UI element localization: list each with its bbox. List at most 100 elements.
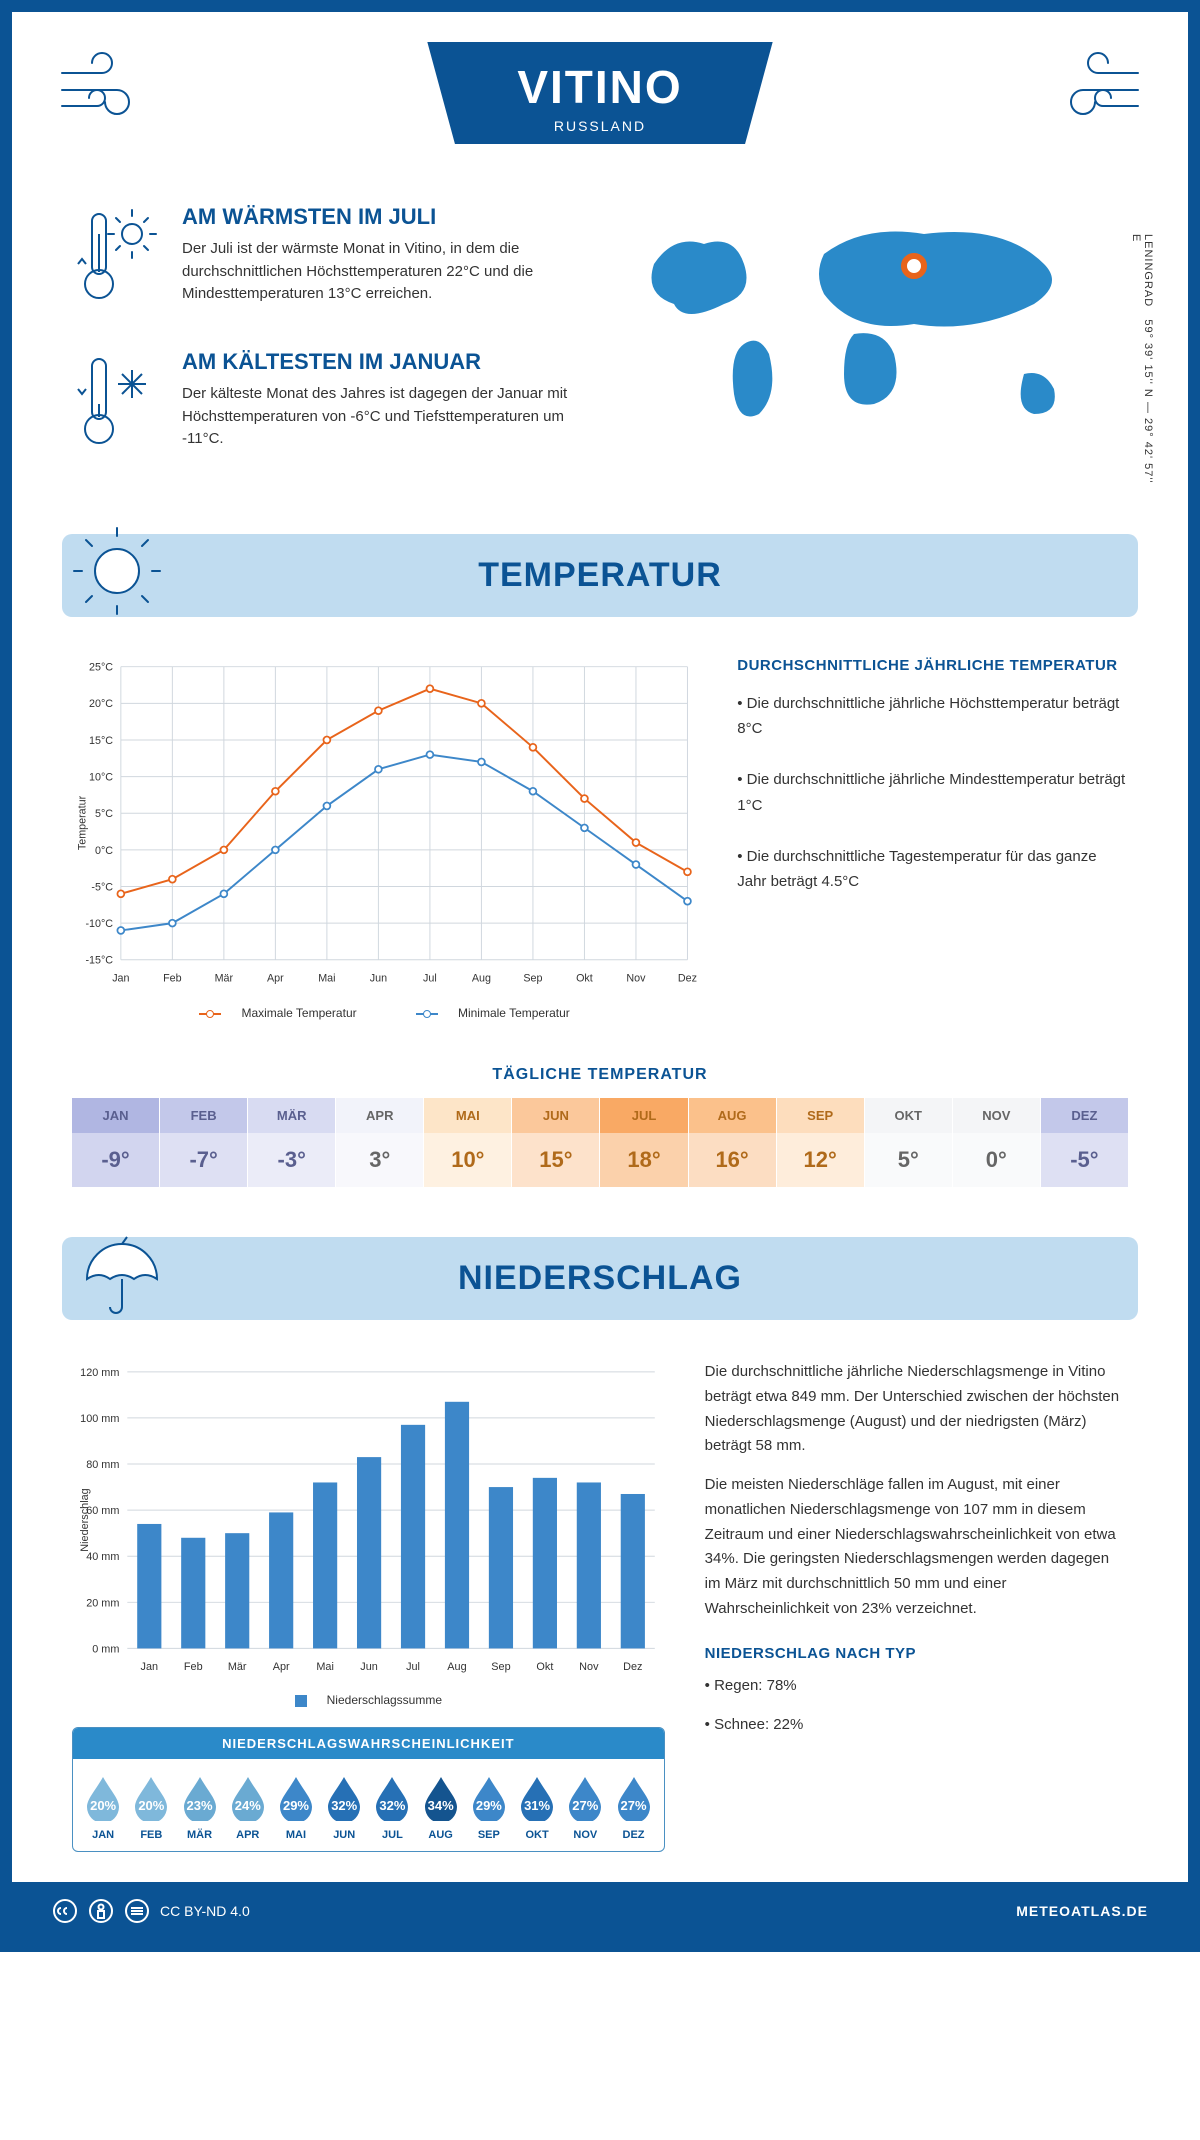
svg-text:40 mm: 40 mm	[86, 1551, 119, 1563]
daily-cell: JAN -9°	[72, 1098, 160, 1187]
svg-text:Nov: Nov	[626, 972, 646, 984]
temperature-section-header: TEMPERATUR	[62, 534, 1138, 617]
coldest-fact: AM KÄLTESTEN IM JANUAR Der kälteste Mona…	[72, 349, 580, 464]
svg-text:Jul: Jul	[423, 972, 437, 984]
precipitation-bar-chart: 0 mm 20 mm 40 mm 60 mm 80 mm 100 mm 120 mm Nied…	[72, 1360, 665, 1680]
svg-text:Apr: Apr	[273, 1661, 290, 1673]
svg-text:5°C: 5°C	[95, 808, 113, 820]
prob-cell: 31% OKT	[513, 1773, 561, 1841]
daily-temp-title: TÄGLICHE TEMPERATUR	[12, 1066, 1188, 1084]
precip-type-title: NIEDERSCHLAG NACH TYP	[705, 1642, 1128, 1667]
prob-cell: 29% MAI	[272, 1773, 320, 1841]
temperature-line-chart: -15°C -10°C -5°C 0°C 5°C 10°C 15°C 20°C 25°C Jan F…	[72, 653, 697, 993]
svg-text:10°C: 10°C	[89, 772, 113, 784]
svg-text:Feb: Feb	[163, 972, 182, 984]
wind-icon	[52, 48, 162, 133]
coldest-text: Der kälteste Monat des Jahres ist dagege…	[182, 383, 580, 451]
country-subtitle: RUSSLAND	[517, 118, 682, 134]
temp-info-title: DURCHSCHNITTLICHE JÄHRLICHE TEMPERATUR	[737, 653, 1128, 679]
svg-text:Sep: Sep	[523, 972, 542, 984]
prob-cell: 32% JUL	[368, 1773, 416, 1841]
temp-chart-legend: Maximale Temperatur Minimale Temperatur	[72, 1006, 697, 1020]
svg-text:Sep: Sep	[491, 1661, 510, 1673]
daily-cell: FEB -7°	[160, 1098, 248, 1187]
prob-cell: 29% SEP	[465, 1773, 513, 1841]
precip-chart-legend: Niederschlagssumme	[72, 1693, 665, 1707]
daily-cell: NOV 0°	[953, 1098, 1041, 1187]
sun-icon	[72, 526, 162, 616]
precip-probability-box: NIEDERSCHLAGSWAHRSCHEINLICHKEIT 20% JAN …	[72, 1727, 665, 1852]
svg-text:Jun: Jun	[370, 972, 387, 984]
svg-text:Mär: Mär	[228, 1661, 247, 1673]
svg-text:Aug: Aug	[447, 1661, 466, 1673]
daily-cell: JUN 15°	[512, 1098, 600, 1187]
svg-text:120 mm: 120 mm	[80, 1367, 119, 1379]
svg-text:Jan: Jan	[112, 972, 129, 984]
site-name: METEOATLAS.DE	[1016, 1903, 1148, 1919]
prob-cell: 32% JUN	[320, 1773, 368, 1841]
daily-cell: APR 3°	[336, 1098, 424, 1187]
footer: CC BY-ND 4.0 METEOATLAS.DE	[12, 1882, 1188, 1940]
precip-paragraph: Die meisten Niederschläge fallen im Augu…	[705, 1473, 1128, 1622]
coordinates: LENINGRAD 59° 39' 15'' N — 29° 42' 57'' …	[1130, 234, 1154, 494]
daily-cell: SEP 12°	[777, 1098, 865, 1187]
prob-cell: 27% DEZ	[609, 1773, 657, 1841]
svg-text:Nov: Nov	[579, 1661, 599, 1673]
license-badge: CC BY-ND 4.0	[52, 1898, 250, 1924]
svg-text:Niederschlag: Niederschlag	[79, 1488, 91, 1551]
svg-text:20°C: 20°C	[89, 698, 113, 710]
header: VITINO RUSSLAND	[12, 12, 1188, 204]
svg-text:0°C: 0°C	[95, 845, 113, 857]
daily-cell: MAI 10°	[424, 1098, 512, 1187]
coldest-title: AM KÄLTESTEN IM JANUAR	[182, 349, 580, 375]
svg-text:Feb: Feb	[184, 1661, 203, 1673]
prob-cell: 20% FEB	[127, 1773, 175, 1841]
svg-text:20 mm: 20 mm	[86, 1597, 119, 1609]
temp-info-bullet: • Die durchschnittliche jährliche Höchst…	[737, 691, 1128, 742]
svg-text:Jul: Jul	[406, 1661, 420, 1673]
svg-text:Okt: Okt	[536, 1661, 553, 1673]
prob-cell: 34% AUG	[417, 1773, 465, 1841]
warmest-fact: AM WÄRMSTEN IM JULI Der Juli ist der wär…	[72, 204, 580, 319]
svg-text:Mär: Mär	[215, 972, 234, 984]
svg-text:Aug: Aug	[472, 972, 491, 984]
prob-cell: 24% APR	[224, 1773, 272, 1841]
warmest-title: AM WÄRMSTEN IM JULI	[182, 204, 580, 230]
svg-text:Mai: Mai	[316, 1661, 334, 1673]
svg-text:25°C: 25°C	[89, 662, 113, 674]
daily-cell: DEZ -5°	[1041, 1098, 1128, 1187]
svg-text:60 mm: 60 mm	[86, 1505, 119, 1517]
daily-cell: JUL 18°	[600, 1098, 688, 1187]
svg-text:Dez: Dez	[623, 1661, 642, 1673]
svg-text:Jun: Jun	[360, 1661, 378, 1673]
svg-text:15°C: 15°C	[89, 735, 113, 747]
svg-text:Dez: Dez	[678, 972, 697, 984]
prob-cell: 20% JAN	[79, 1773, 127, 1841]
svg-text:Apr: Apr	[267, 972, 284, 984]
precip-type-snow: • Schnee: 22%	[705, 1713, 1128, 1738]
prob-cell: 23% MÄR	[175, 1773, 223, 1841]
thermometer-sun-icon	[72, 204, 162, 319]
svg-text:100 mm: 100 mm	[80, 1413, 119, 1425]
daily-cell: AUG 16°	[689, 1098, 777, 1187]
precip-section-header: NIEDERSCHLAG	[62, 1237, 1138, 1320]
daily-temp-grid: JAN -9° FEB -7° MÄR -3° APR 3° MAI 10° J…	[72, 1098, 1128, 1187]
wind-icon	[1038, 48, 1148, 133]
city-title: VITINO	[517, 60, 682, 114]
svg-text:-10°C: -10°C	[85, 918, 113, 930]
svg-text:0 mm: 0 mm	[92, 1643, 119, 1655]
svg-text:-15°C: -15°C	[85, 955, 113, 967]
svg-text:80 mm: 80 mm	[86, 1459, 119, 1471]
thermometer-snow-icon	[72, 349, 162, 464]
svg-text:Jan: Jan	[141, 1661, 159, 1673]
precip-type-rain: • Regen: 78%	[705, 1674, 1128, 1699]
svg-text:-5°C: -5°C	[91, 881, 113, 893]
precip-paragraph: Die durchschnittliche jährliche Niedersc…	[705, 1360, 1128, 1459]
prob-cell: 27% NOV	[561, 1773, 609, 1841]
daily-cell: MÄR -3°	[248, 1098, 336, 1187]
daily-cell: OKT 5°	[865, 1098, 953, 1187]
umbrella-icon	[72, 1229, 162, 1319]
world-map	[620, 204, 1128, 444]
svg-text:Temperatur: Temperatur	[77, 795, 89, 850]
svg-text:Okt: Okt	[576, 972, 593, 984]
